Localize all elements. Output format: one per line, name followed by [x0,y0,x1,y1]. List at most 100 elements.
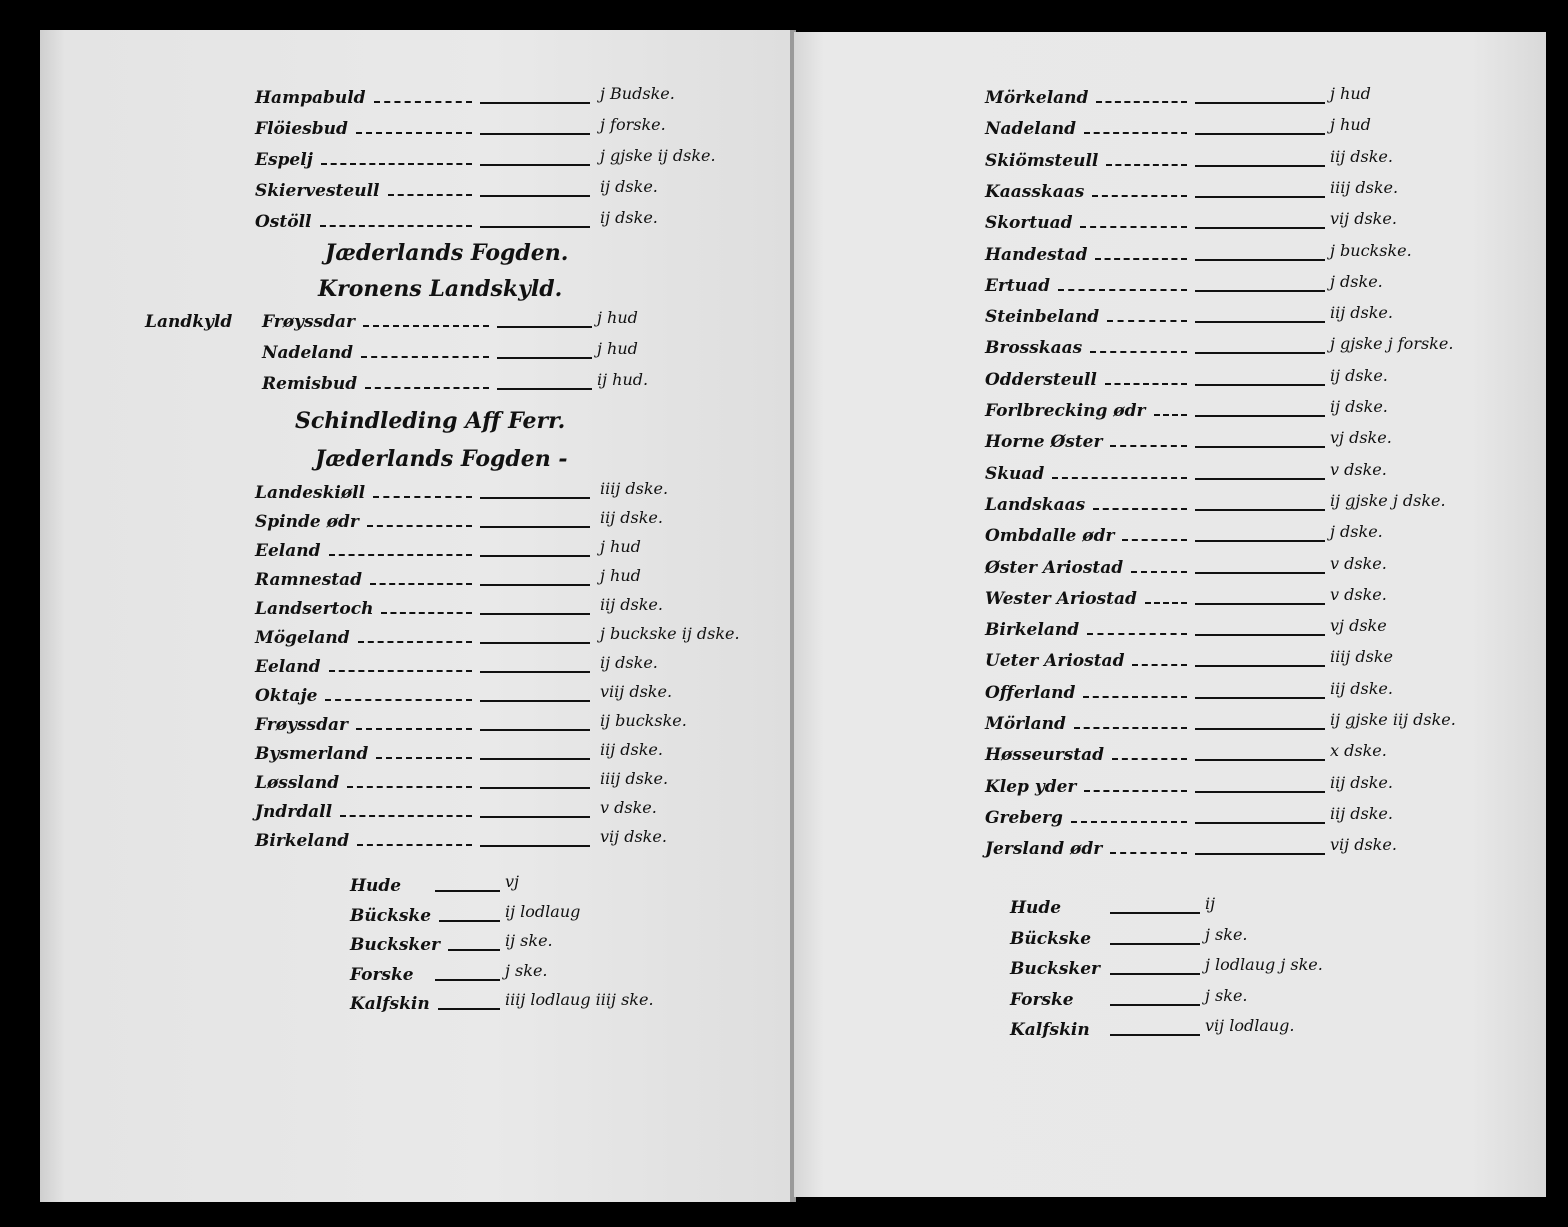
leader-dashes [1083,696,1187,698]
farm-name: Skuad [985,464,1045,484]
tax-value: j hud [600,537,641,556]
ledger-row: Jersland ødr vij dske. [985,835,1550,865]
farm-name: Forlbrecking ødr [985,401,1146,421]
leader-line [480,845,590,847]
ledger-row: Landsertoch iij dske. [255,595,820,625]
leader-dashes [325,699,472,701]
farm-name: Ramnestad [255,570,363,590]
leader-line [480,671,590,673]
farm-name: Spinde ødr [255,512,359,532]
tax-value: viij dske. [600,682,673,701]
leader-line [1195,759,1325,761]
leader-dashes [1084,790,1187,792]
farm-name: Greberg [985,808,1063,828]
farm-name: Bückske [1010,929,1092,949]
tax-value: j ske. [1205,925,1248,944]
leader-dashes [1093,508,1187,510]
ledger-row: Løssland iiij dske. [255,769,820,799]
farm-name: Birkeland [255,831,350,851]
leader-line [1195,384,1325,386]
leader-dashes [320,225,472,227]
tax-value: j buckske ij dske. [600,624,740,643]
ledger-row: Brosskaas j gjske j forske. [985,334,1550,364]
tax-value: j Budske. [600,84,675,103]
leader-dashes [365,387,489,389]
farm-name: Horne Øster [985,432,1103,452]
leader-line [1195,227,1325,229]
farm-name: Jersland ødr [985,839,1103,859]
tax-value: j hud [1330,115,1371,134]
ledger-row: Landeskiøll iiij dske. [255,479,820,509]
tax-value: iiij dske. [600,479,669,498]
leader-line [1195,415,1325,417]
tax-value: iij dske. [1330,679,1393,698]
tax-value: vj dske. [1330,428,1392,447]
tax-value: ij dske. [600,208,658,227]
leader-line [1195,853,1325,855]
leader-line [1195,196,1325,198]
leader-line [480,642,590,644]
farm-name: Landsertoch [255,599,374,619]
leader-dashes [1074,727,1187,729]
ledger-row: Eeland j hud [255,537,820,567]
leader-line [480,555,590,557]
leader-line [497,388,592,390]
leader-line [1110,973,1200,975]
farm-name: Bucksker [1010,959,1100,979]
leader-line [1195,822,1325,824]
ledger-row: Bucksker j lodlaug j ske. [1010,955,1425,985]
tax-value: v dske. [1330,585,1387,604]
tax-value: ij hud. [597,370,649,389]
leader-line [480,497,590,499]
leader-line [1195,290,1325,292]
tax-value: ij lodlaug [505,902,581,921]
ledger-row: Ramnestad j hud [255,566,820,596]
leader-dashes [356,728,472,730]
leader-dashes [1154,414,1187,416]
ledger-row: Frøyssdar j hud [262,308,817,338]
farm-name: Øster Ariostad [985,558,1124,578]
farm-name: Espelj [255,150,313,170]
tax-value: j hud [597,308,638,327]
ledger-row: Ombdalle ødr j dske. [985,522,1550,552]
leader-dashes [1096,101,1187,103]
tax-value: iiij lodlaug iiij ske. [505,990,654,1009]
ledger-row: Greberg iij dske. [985,804,1550,834]
farm-name: Skiervesteull [255,181,380,201]
leader-line [1195,634,1325,636]
ledger-row: Steinbeland iij dske. [985,303,1550,333]
ledger-row: Horne Øster vj dske. [985,428,1550,458]
leader-dashes [1052,477,1187,479]
leader-dashes [381,612,472,614]
farm-name: Wester Ariostad [985,589,1137,609]
leader-line [480,787,590,789]
farm-name: Kaasskaas [985,182,1085,202]
tax-value: iij dske. [1330,303,1393,322]
tax-value: ij gjske iij dske. [1330,710,1456,729]
leader-dashes [1112,758,1187,760]
tax-value: v dske. [1330,554,1387,573]
tax-value: iij dske. [1330,773,1393,792]
ledger-row: Frøyssdar ij buckske. [255,711,820,741]
leader-line [448,949,500,951]
tax-value: j buckske. [1330,241,1412,260]
tax-value: v dske. [1330,460,1387,479]
farm-name: Kalfskin [350,994,430,1014]
tax-value: iij dske. [600,740,663,759]
leader-dashes [1106,164,1187,166]
farm-name: Mögeland [255,628,350,648]
leader-line [480,584,590,586]
farm-name: Ostöll [255,212,312,232]
leader-dashes [347,786,472,788]
ledger-row: Øster Ariostad v dske. [985,554,1550,584]
tax-value: ij dske. [600,653,658,672]
farm-name: Frøyssdar [255,715,348,735]
leader-line [1195,665,1325,667]
farm-name: Ombdalle ødr [985,526,1115,546]
tax-value: j forske. [600,115,666,134]
leader-dashes [388,194,472,196]
farm-name: Hude [350,876,402,896]
leader-line [1195,352,1325,354]
leader-line [1195,540,1325,542]
leader-line [1110,1004,1200,1006]
